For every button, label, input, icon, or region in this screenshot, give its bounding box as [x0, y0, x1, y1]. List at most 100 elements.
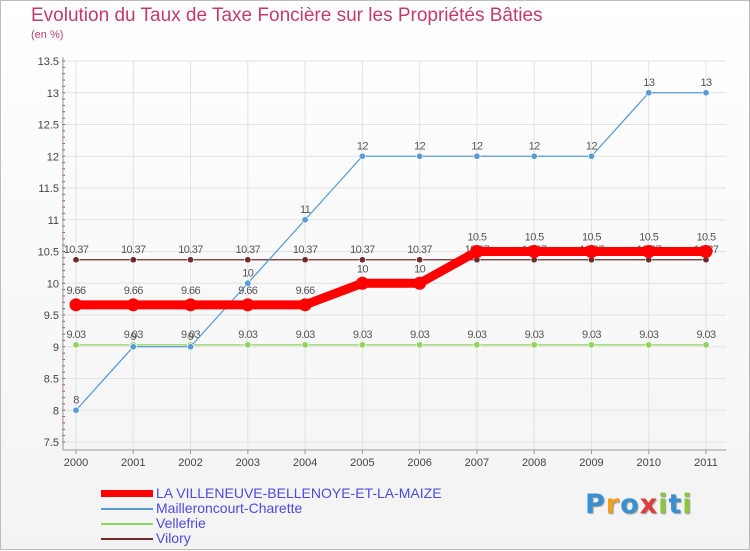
- data-point: [187, 256, 195, 264]
- data-label: 10.37: [236, 244, 261, 256]
- x-tick-label: 2000: [64, 457, 88, 469]
- legend-label: Mailleroncourt-Charette: [156, 500, 303, 516]
- y-tick-label: 9.5: [44, 310, 59, 322]
- data-point: [702, 341, 710, 349]
- logo-letter: r: [605, 489, 621, 520]
- data-label: 9.03: [181, 329, 200, 341]
- data-point: [527, 245, 541, 258]
- data-label: 9.66: [181, 285, 200, 297]
- data-point: [72, 341, 80, 349]
- y-tick-label: 7.5: [44, 437, 59, 449]
- data-label: 9.03: [353, 329, 372, 341]
- y-tick-label: 10: [47, 278, 59, 290]
- data-point: [587, 341, 595, 349]
- data-label: 12: [586, 140, 598, 152]
- data-point: [530, 152, 538, 160]
- data-label: 9.66: [66, 285, 85, 297]
- data-label: 10.5: [696, 232, 715, 244]
- data-label: 9.03: [124, 329, 143, 341]
- logo-letter: o: [620, 489, 640, 520]
- data-label: 10: [414, 263, 426, 275]
- x-tick-label: 2001: [121, 457, 145, 469]
- data-label: 9: [188, 331, 194, 343]
- data-point: [241, 298, 255, 312]
- legend-swatch: [101, 523, 153, 525]
- data-point: [244, 279, 252, 287]
- data-label: 9.66: [238, 285, 257, 297]
- data-point: [416, 256, 424, 264]
- data-label: 13: [643, 77, 655, 89]
- data-point: [187, 343, 195, 351]
- data-point: [645, 89, 653, 97]
- series-line-Mailleroncourt-Charette: [75, 92, 707, 411]
- data-label: 10: [242, 267, 254, 279]
- proxiti-logo: Proxiti: [585, 489, 693, 520]
- data-label: 10.37: [350, 244, 375, 256]
- data-point: [358, 341, 366, 349]
- legend-swatch: [101, 490, 153, 497]
- x-tick-label: 2010: [636, 457, 660, 469]
- data-point: [642, 245, 656, 258]
- data-label: 12: [471, 140, 483, 152]
- legend-swatch: [101, 508, 153, 510]
- x-tick-label: 2008: [522, 457, 546, 469]
- data-label: 9.03: [696, 329, 715, 341]
- data-label: 9.03: [467, 329, 486, 341]
- data-label: 10.5: [639, 232, 658, 244]
- data-point: [473, 341, 481, 349]
- data-point: [584, 245, 598, 258]
- legend-label: Vilory: [156, 530, 191, 546]
- data-point: [416, 152, 424, 160]
- x-tick-label: 2004: [293, 457, 317, 469]
- data-point: [298, 298, 312, 312]
- chart-title: Evolution du Taux de Taxe Foncière sur l…: [31, 5, 543, 26]
- data-point: [587, 152, 595, 160]
- legend-swatch: [101, 538, 153, 540]
- data-point: [301, 256, 309, 264]
- data-point: [129, 343, 137, 351]
- x-tick-label: 2005: [350, 457, 374, 469]
- data-point: [530, 341, 538, 349]
- y-tick-label: 12: [47, 151, 59, 163]
- data-label: 9.03: [410, 329, 429, 341]
- data-label: 9.03: [582, 329, 601, 341]
- logo-letter: i: [682, 489, 693, 520]
- data-label: 10: [357, 263, 369, 275]
- data-label: 10.5: [582, 232, 601, 244]
- data-label: 9: [131, 331, 137, 343]
- data-point: [645, 341, 653, 349]
- data-point: [473, 152, 481, 160]
- data-point: [413, 276, 427, 290]
- data-point: [358, 256, 366, 264]
- data-label: 10.37: [178, 244, 203, 256]
- data-label: 10.37: [407, 244, 432, 256]
- data-point: [129, 256, 137, 264]
- data-label: 9.66: [296, 285, 315, 297]
- logo-letter: x: [639, 489, 659, 520]
- x-tick-label: 2006: [407, 457, 431, 469]
- data-point: [69, 298, 83, 312]
- series-line-LA VILLENEUVE-BELLENOYE-ET-LA-MAIZE: [71, 247, 711, 310]
- y-tick-label: 11: [48, 215, 59, 227]
- legend-label: Vellefrie: [156, 515, 206, 531]
- y-tick-label: 8.5: [44, 374, 59, 386]
- data-point: [301, 216, 309, 224]
- data-point: [244, 256, 252, 264]
- data-point: [358, 152, 366, 160]
- data-label: 9.66: [124, 285, 143, 297]
- data-point: [470, 245, 484, 258]
- data-point: [72, 406, 80, 414]
- x-tick-label: 2007: [465, 457, 489, 469]
- data-label: 9.03: [525, 329, 544, 341]
- y-tick-label: 8: [53, 405, 59, 417]
- data-point: [244, 341, 252, 349]
- y-tick-label: 13.5: [38, 56, 59, 68]
- data-label: 8: [73, 394, 79, 406]
- data-point: [301, 341, 309, 349]
- data-label: 11: [300, 204, 311, 216]
- data-label: 10.37: [64, 244, 89, 256]
- legend-label: LA VILLENEUVE-BELLENOYE-ET-LA-MAIZE: [156, 485, 442, 501]
- data-label: 13: [700, 77, 712, 89]
- data-label: 10.5: [467, 232, 486, 244]
